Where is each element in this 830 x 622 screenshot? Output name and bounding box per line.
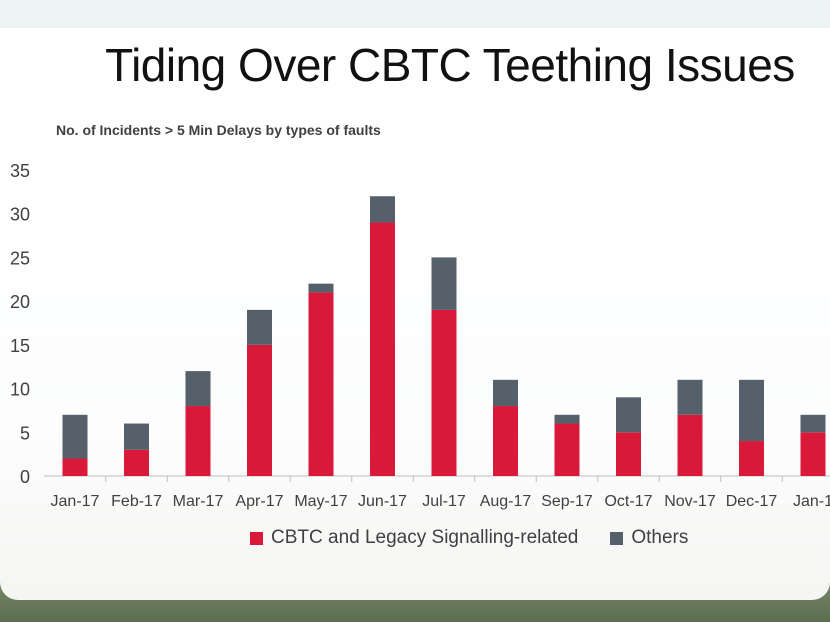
bar-signalling [493,406,518,476]
y-tick-label: 35 [10,161,30,181]
y-axis: 0 5 10 15 20 25 30 35 [10,161,30,487]
y-tick-label: 10 [10,380,30,400]
slide-panel [0,28,830,600]
x-tick-label: Nov-17 [664,493,716,510]
bar-signalling [185,406,211,476]
page-title: Tiding Over CBTC Teething Issues [105,39,795,91]
x-tick-label: Apr-17 [235,493,283,510]
bar-signalling [800,432,826,476]
bar-others [185,371,211,407]
bar-signalling [124,449,149,476]
bar-signalling [616,432,641,476]
x-tick-label: Oct-17 [604,493,652,510]
x-tick-label: Dec-17 [726,493,778,510]
y-tick-label: 15 [10,336,30,356]
bar-signalling [62,458,88,476]
bar-others [247,309,272,345]
bar-others [677,379,703,415]
x-tick-label: Feb-17 [111,493,162,510]
y-tick-label: 20 [10,292,30,312]
bar-others [616,397,641,433]
bar-signalling [431,309,457,476]
bar-others [62,414,88,459]
bar-others [308,283,334,293]
chart-legend: CBTC and Legacy Signalling-related Other… [250,527,720,549]
bar-others [431,257,457,310]
bar-group [62,196,826,476]
x-tick-label: Sep-17 [541,493,593,510]
bar-others [124,423,149,450]
x-axis: Jan-17 Feb-17 Mar-17 Apr-17 May-17 Jun-17 Jul-… [51,476,830,510]
legend-label-others: Others [631,527,689,548]
legend-swatch-others [610,531,624,545]
bar-signalling [554,423,580,476]
bar-signalling [308,292,334,476]
x-tick-label: Aug-17 [480,493,532,510]
x-tick-label: May-17 [294,493,347,510]
legend-swatch-signalling [250,531,263,545]
bar-others [370,196,395,223]
bar-signalling [677,414,703,476]
bar-signalling [370,222,395,476]
y-tick-label: 0 [20,467,30,487]
x-tick-label: Jan-1 [793,493,830,510]
x-tick-label: Jul-17 [422,493,466,510]
bar-signalling [739,441,764,476]
bar-others [554,414,580,424]
y-tick-label: 30 [10,205,30,225]
bar-others [493,379,518,407]
legend-entry-signalling: CBTC and Legacy Signalling-related [250,527,578,549]
legend-entry-others: Others [610,527,688,549]
bar-others [739,379,764,442]
legend-label-signalling: CBTC and Legacy Signalling-related [271,527,579,548]
chart-title: No. of Incidents > 5 Min Delays by types… [56,122,381,138]
bar-others [800,414,826,433]
y-tick-label: 5 [20,423,30,443]
bar-signalling [247,344,272,476]
y-tick-label: 25 [10,248,30,268]
x-tick-label: Jun-17 [358,493,407,510]
x-tick-label: Mar-17 [173,493,224,510]
x-tick-label: Jan-17 [51,493,100,510]
